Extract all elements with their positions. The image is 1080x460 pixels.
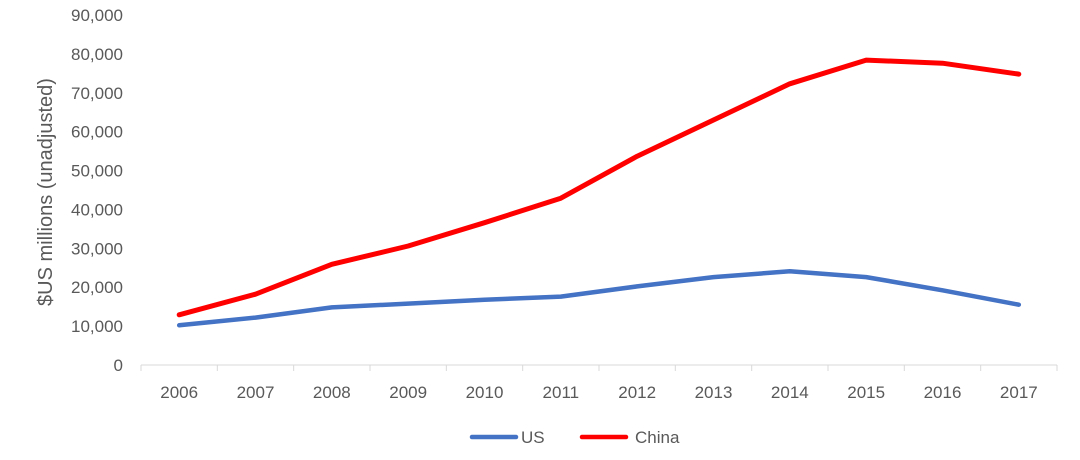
x-tick-label: 2008 bbox=[313, 383, 351, 402]
legend: US China bbox=[469, 428, 680, 447]
y-tick-label: 50,000 bbox=[71, 162, 123, 181]
x-tick-label: 2011 bbox=[543, 383, 580, 402]
x-tick-label: 2016 bbox=[924, 383, 962, 402]
y-tick-label: 40,000 bbox=[71, 200, 123, 219]
x-tick-label: 2012 bbox=[618, 383, 656, 402]
series-line-china bbox=[176, 57, 1022, 318]
x-tick-label: 2014 bbox=[771, 383, 809, 402]
y-tick-label: 90,000 bbox=[71, 6, 123, 25]
x-tick-label: 2017 bbox=[1000, 383, 1038, 402]
x-tick-label: 2007 bbox=[237, 383, 275, 402]
legend-label-us: US bbox=[521, 428, 545, 447]
y-tick-label: 60,000 bbox=[71, 123, 123, 142]
y-tick-label: 80,000 bbox=[71, 45, 123, 64]
y-tick-label: 0 bbox=[114, 356, 123, 375]
legend-label-china: China bbox=[635, 428, 680, 447]
x-tick-label: 2015 bbox=[847, 383, 885, 402]
x-tick-label: 2013 bbox=[695, 383, 733, 402]
x-tick-label: 2010 bbox=[466, 383, 504, 402]
y-tick-label: 10,000 bbox=[71, 317, 123, 336]
y-tick-label: 30,000 bbox=[71, 239, 123, 258]
y-axis-title: $US millions (unadjusted) bbox=[35, 78, 57, 306]
x-tick-label: 2009 bbox=[389, 383, 427, 402]
y-tick-label: 70,000 bbox=[71, 84, 123, 103]
y-tick-label: 20,000 bbox=[71, 278, 123, 297]
x-tick-label: 2006 bbox=[160, 383, 198, 402]
series-line-us bbox=[176, 269, 1022, 328]
